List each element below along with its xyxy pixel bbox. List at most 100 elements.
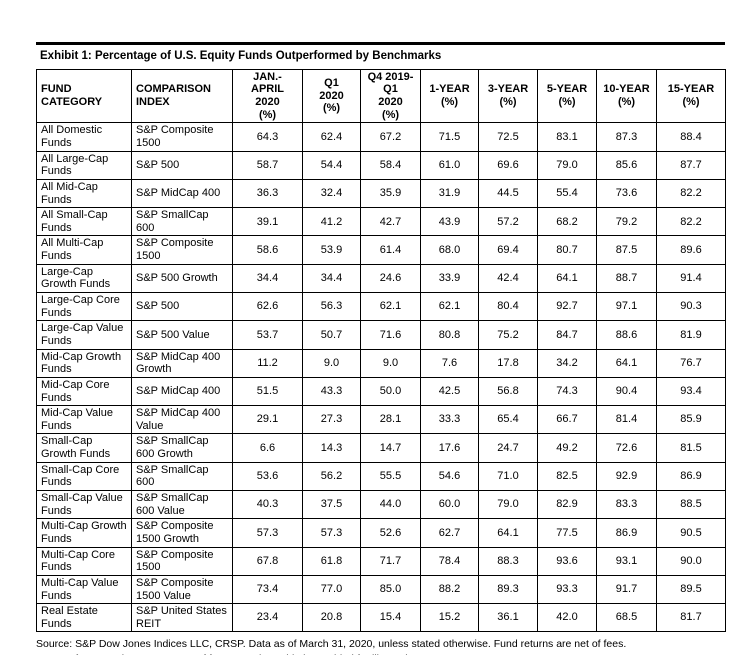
column-header: 10-YEAR (%) xyxy=(596,68,657,124)
value-cell: 34.4 xyxy=(302,263,361,294)
value-cell: 42.0 xyxy=(537,603,597,633)
comparison-index-cell: S&P 500 xyxy=(131,292,233,322)
value-cell: 53.9 xyxy=(302,235,361,265)
table-row: Mid-Cap Growth Funds S&P MidCap 400 Growt… xyxy=(36,348,726,378)
value-cell: 53.6 xyxy=(232,461,303,492)
value-cell: 41.2 xyxy=(302,207,361,237)
value-cell: 35.9 xyxy=(360,178,421,209)
comparison-index-cell: S&P MidCap 400 xyxy=(131,376,233,407)
table-row: Small-Cap Growth Funds S&P SmallCap 600 G… xyxy=(36,433,726,463)
value-cell: 78.4 xyxy=(420,546,479,576)
value-cell: 88.7 xyxy=(596,263,657,294)
table-row: Real Estate Funds S&P United States REIT 2… xyxy=(36,603,726,633)
value-cell: 20.8 xyxy=(302,603,361,633)
value-cell: 71.7 xyxy=(360,546,421,576)
table-row: All Multi-Cap Funds S&P Composite 1500 58.… xyxy=(36,235,726,265)
value-cell: 56.2 xyxy=(302,461,361,492)
value-cell: 83.3 xyxy=(596,490,657,520)
value-cell: 89.3 xyxy=(478,574,538,605)
value-cell: 91.7 xyxy=(596,574,657,605)
comparison-index-cell: S&P Composite 1500 Growth xyxy=(131,518,233,548)
fund-category-cell: All Multi-Cap Funds xyxy=(36,235,132,265)
value-cell: 83.1 xyxy=(537,122,597,152)
value-cell: 42.4 xyxy=(478,263,538,294)
value-cell: 34.4 xyxy=(232,263,303,294)
value-cell: 28.1 xyxy=(360,405,421,435)
value-cell: 40.3 xyxy=(232,490,303,520)
disclaimer-note: Past performance is no guarantee of futu… xyxy=(36,652,725,655)
value-cell: 69.6 xyxy=(478,150,538,180)
value-cell: 24.7 xyxy=(478,433,538,463)
value-cell: 81.4 xyxy=(596,405,657,435)
value-cell: 31.9 xyxy=(420,178,479,209)
fund-category-cell: All Domestic Funds xyxy=(36,122,132,152)
value-cell: 88.6 xyxy=(596,320,657,350)
value-cell: 93.1 xyxy=(596,546,657,576)
value-cell: 80.7 xyxy=(537,235,597,265)
column-header: COMPARISON INDEX xyxy=(131,68,233,124)
value-cell: 29.1 xyxy=(232,405,303,435)
fund-category-cell: Real Estate Funds xyxy=(36,603,132,633)
value-cell: 17.8 xyxy=(478,348,538,378)
value-cell: 36.1 xyxy=(478,603,538,633)
comparison-index-cell: S&P Composite 1500 Value xyxy=(131,574,233,605)
comparison-index-cell: S&P United States REIT xyxy=(131,603,233,633)
value-cell: 80.8 xyxy=(420,320,479,350)
comparison-index-cell: S&P MidCap 400 Growth xyxy=(131,348,233,378)
comparison-index-cell: S&P SmallCap 600 Value xyxy=(131,490,233,520)
value-cell: 82.2 xyxy=(656,207,726,237)
value-cell: 64.1 xyxy=(596,348,657,378)
table-row: All Domestic Funds S&P Composite 1500 64.3… xyxy=(36,122,726,152)
comparison-index-cell: S&P 500 xyxy=(131,150,233,180)
value-cell: 85.9 xyxy=(656,405,726,435)
value-cell: 92.7 xyxy=(537,292,597,322)
fund-category-cell: Mid-Cap Core Funds xyxy=(36,376,132,407)
value-cell: 86.9 xyxy=(596,518,657,548)
value-cell: 27.3 xyxy=(302,405,361,435)
value-cell: 7.6 xyxy=(420,348,479,378)
value-cell: 54.4 xyxy=(302,150,361,180)
value-cell: 81.9 xyxy=(656,320,726,350)
comparison-index-cell: S&P SmallCap 600 xyxy=(131,461,233,492)
table-row: Large-Cap Growth Funds S&P 500 Growth 34.4… xyxy=(36,263,726,294)
table-row: Small-Cap Value Funds S&P SmallCap 600 Va… xyxy=(36,490,726,520)
value-cell: 65.4 xyxy=(478,405,538,435)
column-header: 5-YEAR (%) xyxy=(537,68,597,124)
table-row: Multi-Cap Growth Funds S&P Composite 1500… xyxy=(36,518,726,548)
fund-category-cell: All Mid-Cap Funds xyxy=(36,178,132,209)
exhibit-title: Exhibit 1: Percentage of U.S. Equity Fun… xyxy=(36,42,725,69)
value-cell: 23.4 xyxy=(232,603,303,633)
table-row: All Small-Cap Funds S&P SmallCap 600 39.1 4… xyxy=(36,207,726,237)
value-cell: 73.4 xyxy=(232,574,303,605)
value-cell: 87.7 xyxy=(656,150,726,180)
value-cell: 92.9 xyxy=(596,461,657,492)
comparison-index-cell: S&P SmallCap 600 xyxy=(131,207,233,237)
value-cell: 71.0 xyxy=(478,461,538,492)
value-cell: 55.5 xyxy=(360,461,421,492)
value-cell: 58.4 xyxy=(360,150,421,180)
fund-category-cell: All Large-Cap Funds xyxy=(36,150,132,180)
value-cell: 69.4 xyxy=(478,235,538,265)
column-header: Q1 2020 (%) xyxy=(302,68,361,124)
value-cell: 87.5 xyxy=(596,235,657,265)
value-cell: 90.5 xyxy=(656,518,726,548)
value-cell: 61.4 xyxy=(360,235,421,265)
fund-category-cell: Small-Cap Growth Funds xyxy=(36,433,132,463)
value-cell: 90.4 xyxy=(596,376,657,407)
table-row: Small-Cap Core Funds S&P SmallCap 600 53.6… xyxy=(36,461,726,492)
comparison-index-cell: S&P 500 Growth xyxy=(131,263,233,294)
value-cell: 62.7 xyxy=(420,518,479,548)
value-cell: 68.2 xyxy=(537,207,597,237)
value-cell: 54.6 xyxy=(420,461,479,492)
exhibit-table: FUND CATEGORY COMPARISON INDEX JAN.- APRIL… xyxy=(36,68,726,633)
value-cell: 77.5 xyxy=(537,518,597,548)
exhibit-footer: Source: S&P Dow Jones Indices LLC, CRSP.… xyxy=(36,637,725,655)
value-cell: 88.2 xyxy=(420,574,479,605)
value-cell: 15.2 xyxy=(420,603,479,633)
value-cell: 50.0 xyxy=(360,376,421,407)
value-cell: 15.4 xyxy=(360,603,421,633)
fund-category-cell: Multi-Cap Value Funds xyxy=(36,574,132,605)
fund-category-cell: Small-Cap Value Funds xyxy=(36,490,132,520)
table-row: All Mid-Cap Funds S&P MidCap 400 36.3 32.4 3… xyxy=(36,178,726,209)
